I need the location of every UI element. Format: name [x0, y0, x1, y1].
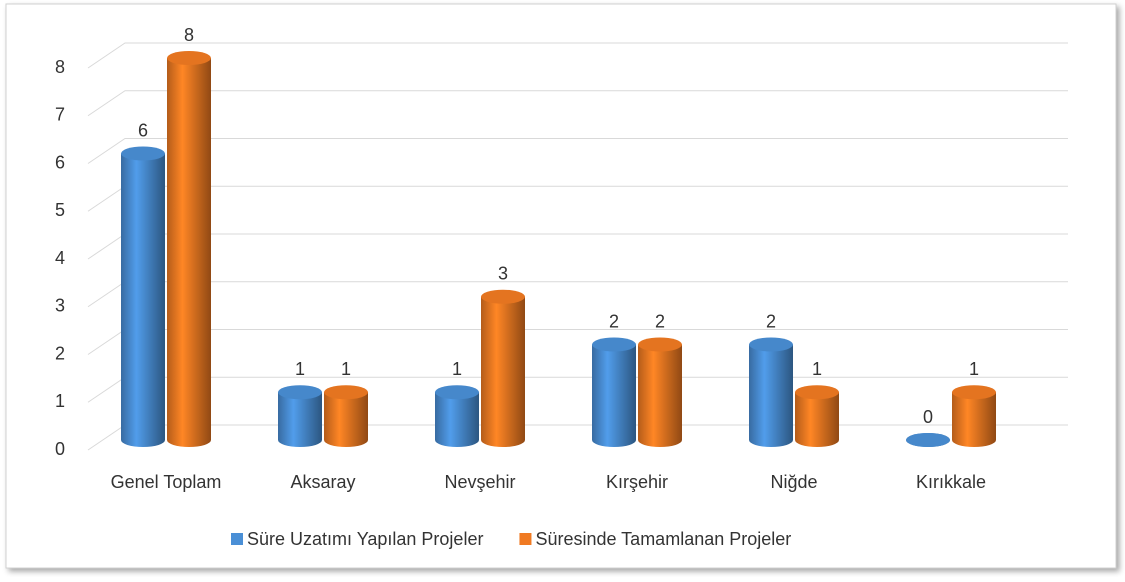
bar-body — [167, 58, 211, 440]
data-label: 2 — [766, 311, 776, 331]
bar-body — [278, 392, 322, 440]
x-tick-label: Niğde — [770, 472, 817, 492]
y-tick-label: 4 — [55, 248, 65, 268]
bar — [906, 433, 950, 447]
x-tick-label: Kırşehir — [606, 472, 668, 492]
y-tick-label: 8 — [55, 57, 65, 77]
bar — [638, 337, 682, 447]
legend-label: Süre Uzatımı Yapılan Projeler — [247, 529, 483, 549]
bar-top — [592, 337, 636, 352]
y-tick-label: 3 — [55, 296, 65, 316]
y-tick-label: 1 — [55, 391, 65, 411]
bar-body — [795, 392, 839, 440]
bar-top — [121, 146, 165, 161]
bar-top — [749, 337, 793, 352]
bar-top — [278, 385, 322, 400]
bar-body — [749, 344, 793, 440]
bar-top — [167, 51, 211, 65]
data-label: 1 — [969, 359, 979, 379]
grid-line — [87, 42, 1068, 69]
x-tick-label: Genel Toplam — [111, 472, 222, 492]
legend-label: Süresinde Tamamlanan Projeler — [535, 529, 791, 549]
data-label: 3 — [498, 264, 508, 284]
bar — [592, 337, 636, 447]
grid-line — [87, 138, 1068, 164]
bar-body — [481, 296, 525, 440]
bar-body — [952, 392, 996, 440]
legend-swatch — [231, 533, 243, 545]
bar-top — [906, 433, 950, 447]
bar-body — [638, 344, 682, 440]
bar-body — [592, 344, 636, 440]
data-label: 0 — [923, 407, 933, 427]
bar — [324, 385, 368, 447]
y-tick-label: 7 — [55, 105, 65, 125]
bar-top — [324, 385, 368, 400]
bar — [481, 289, 525, 447]
bar — [952, 385, 996, 447]
x-tick-label: Aksaray — [290, 472, 355, 492]
bar-top — [952, 385, 996, 400]
x-tick-label: Nevşehir — [444, 472, 515, 492]
data-label: 8 — [184, 25, 194, 45]
bar-body — [324, 392, 368, 440]
bar-body — [121, 153, 165, 440]
y-tick-label: 5 — [55, 200, 65, 220]
data-label: 1 — [295, 359, 305, 379]
bar-top — [638, 337, 682, 352]
bar — [278, 385, 322, 447]
bar — [121, 146, 165, 447]
y-tick-label: 0 — [55, 439, 65, 459]
bar-top — [435, 385, 479, 400]
data-label: 2 — [655, 311, 665, 331]
bar — [795, 385, 839, 447]
data-label: 2 — [609, 311, 619, 331]
x-tick-label: Kırıkkale — [916, 472, 986, 492]
bar — [749, 337, 793, 447]
y-tick-label: 2 — [55, 343, 65, 363]
data-label: 1 — [812, 359, 822, 379]
y-tick-label: 6 — [55, 152, 65, 172]
grid-line — [87, 90, 1068, 117]
bar-top — [795, 385, 839, 400]
data-label: 1 — [452, 359, 462, 379]
bar-body — [435, 392, 479, 440]
bar — [435, 385, 479, 447]
data-label: 6 — [138, 120, 148, 140]
legend-swatch — [519, 533, 532, 545]
data-label: 1 — [341, 359, 351, 379]
bar — [167, 51, 211, 447]
bar-top — [481, 289, 525, 304]
